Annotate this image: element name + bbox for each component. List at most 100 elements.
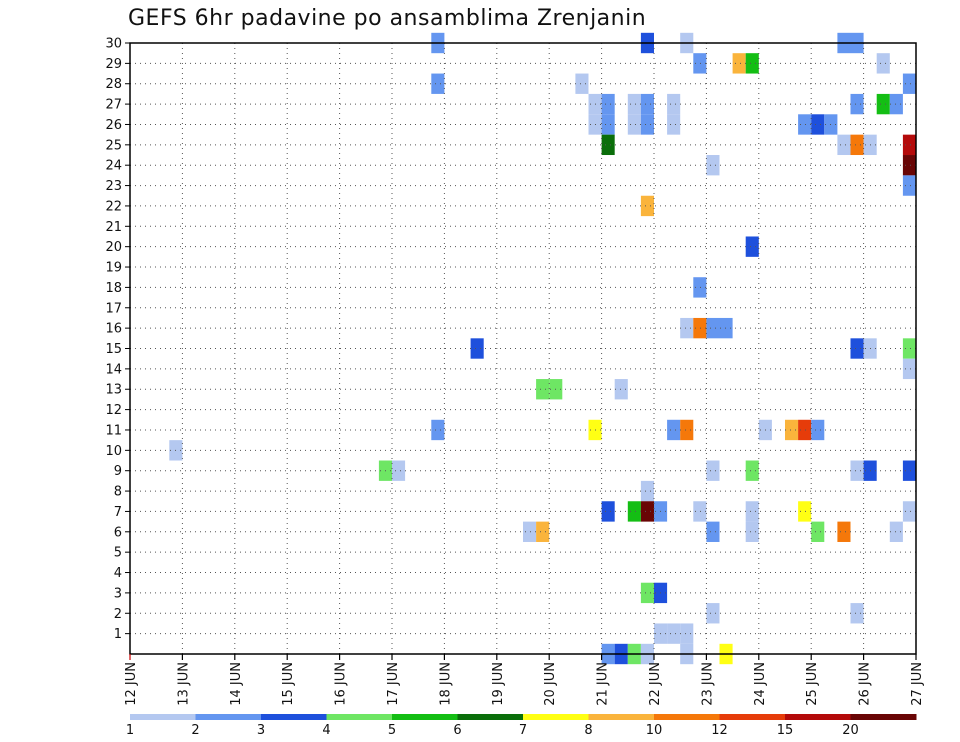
precip-cell bbox=[601, 114, 615, 135]
precip-cell bbox=[706, 155, 720, 176]
precip-cell bbox=[693, 501, 707, 522]
y-tick-label: 3 bbox=[114, 586, 122, 601]
precip-cell bbox=[601, 134, 615, 156]
y-tick-label: 22 bbox=[105, 199, 122, 214]
precip-cell bbox=[745, 236, 759, 257]
precip-cell bbox=[798, 114, 812, 135]
colorbar-swatch bbox=[195, 714, 262, 720]
precip-cell bbox=[640, 480, 654, 502]
colorbar-swatch bbox=[719, 714, 786, 720]
y-tick-label: 13 bbox=[105, 383, 122, 398]
precip-cell bbox=[640, 501, 654, 522]
colorbar-label: 3 bbox=[257, 723, 265, 738]
colorbar-swatch bbox=[326, 714, 393, 720]
colorbar-label: 20 bbox=[842, 723, 859, 738]
y-tick-label: 27 bbox=[105, 98, 122, 113]
precip-cell bbox=[889, 521, 903, 542]
precip-cell bbox=[850, 93, 864, 115]
precip-cell bbox=[640, 93, 654, 115]
precip-cell bbox=[680, 419, 694, 441]
x-tick-label: 20 JUN bbox=[543, 662, 558, 706]
y-tick-label: 2 bbox=[114, 607, 122, 622]
precip-cell bbox=[536, 379, 550, 400]
colorbar: 1 2 3 4 5 6 7 8 10 12 15 20 bbox=[126, 714, 917, 738]
precip-cell bbox=[680, 317, 694, 339]
precip-cell bbox=[745, 460, 759, 481]
x-tick-label: 19 JUN bbox=[491, 662, 506, 706]
y-tick-label: 15 bbox=[105, 342, 122, 357]
precip-cell bbox=[902, 460, 916, 481]
y-tick-label: 5 bbox=[114, 546, 122, 561]
x-tick-label: 23 JUN bbox=[700, 662, 715, 706]
precip-cell bbox=[785, 419, 799, 441]
precip-cell bbox=[392, 460, 406, 481]
precip-cell bbox=[693, 53, 707, 74]
x-tick-label: 13 JUN bbox=[176, 662, 191, 706]
precip-cell bbox=[706, 317, 720, 339]
precip-cell bbox=[667, 623, 681, 644]
chart-title: GEFS 6hr padavine po ansamblima Zrenjani… bbox=[128, 6, 647, 31]
x-tick-label: 15 JUN bbox=[281, 662, 296, 706]
y-tick-label: 28 bbox=[105, 77, 122, 92]
precip-cell bbox=[523, 521, 537, 542]
precip-cell bbox=[706, 603, 720, 624]
x-tick-label: 16 JUN bbox=[334, 662, 349, 706]
y-tick-label: 16 bbox=[105, 322, 122, 337]
y-tick-label: 11 bbox=[105, 423, 122, 438]
colorbar-swatch bbox=[523, 714, 589, 720]
y-tick-label: 8 bbox=[114, 485, 122, 500]
precip-cell bbox=[536, 521, 550, 542]
colorbar-swatch bbox=[130, 714, 196, 720]
precip-cell bbox=[601, 501, 615, 522]
x-tick-label: 12 JUN bbox=[124, 662, 139, 706]
colorbar-swatch bbox=[588, 714, 655, 720]
precip-cell bbox=[719, 317, 733, 339]
precip-cell bbox=[798, 419, 812, 441]
precip-cell bbox=[614, 379, 628, 400]
precip-cell bbox=[640, 195, 654, 217]
y-tick-label: 4 bbox=[114, 566, 122, 581]
y-tick-label: 12 bbox=[105, 403, 122, 418]
precip-cell bbox=[811, 521, 825, 542]
precip-cell bbox=[902, 358, 916, 380]
x-tick-label: 25 JUN bbox=[805, 662, 820, 706]
precip-cell bbox=[837, 521, 851, 542]
y-tick-label: 17 bbox=[105, 301, 122, 316]
colorbar-label: 8 bbox=[584, 723, 592, 738]
precip-cell bbox=[693, 277, 707, 298]
cells-layer bbox=[169, 32, 916, 665]
x-axis: 12 JUN 13 JUN 14 JUN 15 JUN 16 JUN 17 JUN 18 J… bbox=[124, 654, 925, 706]
colorbar-label: 12 bbox=[711, 723, 728, 738]
colorbar-swatch bbox=[392, 714, 458, 720]
precip-cell bbox=[627, 93, 641, 115]
precip-cell bbox=[601, 93, 615, 115]
precip-cell bbox=[732, 53, 746, 74]
y-tick-label: 24 bbox=[105, 159, 122, 174]
colorbar-label: 4 bbox=[322, 723, 330, 738]
precip-cell bbox=[902, 134, 916, 156]
colorbar-swatch bbox=[261, 714, 327, 720]
y-tick-label: 25 bbox=[105, 138, 122, 153]
precip-cell bbox=[431, 419, 445, 441]
x-tick-label: 17 JUN bbox=[386, 662, 401, 706]
y-tick-label: 18 bbox=[105, 281, 122, 296]
precip-cell bbox=[706, 460, 720, 481]
x-tick-label: 14 JUN bbox=[229, 662, 244, 706]
y-tick-label: 20 bbox=[105, 240, 122, 255]
precip-cell bbox=[575, 73, 589, 94]
colorbar-label: 10 bbox=[646, 723, 663, 738]
colorbar-label: 7 bbox=[519, 723, 527, 738]
precip-cell bbox=[798, 501, 812, 522]
precip-cell bbox=[470, 338, 484, 359]
precip-cell bbox=[889, 93, 903, 115]
precip-cell bbox=[745, 521, 759, 542]
precip-cell bbox=[850, 338, 864, 359]
y-axis: 1234567891011121314151617181920212223242… bbox=[105, 37, 130, 642]
grid-layer bbox=[130, 42, 916, 654]
precip-cell bbox=[745, 501, 759, 522]
y-tick-label: 21 bbox=[105, 220, 122, 235]
colorbar-swatch bbox=[785, 714, 851, 720]
precip-cell bbox=[811, 114, 825, 135]
y-tick-label: 1 bbox=[114, 627, 122, 642]
